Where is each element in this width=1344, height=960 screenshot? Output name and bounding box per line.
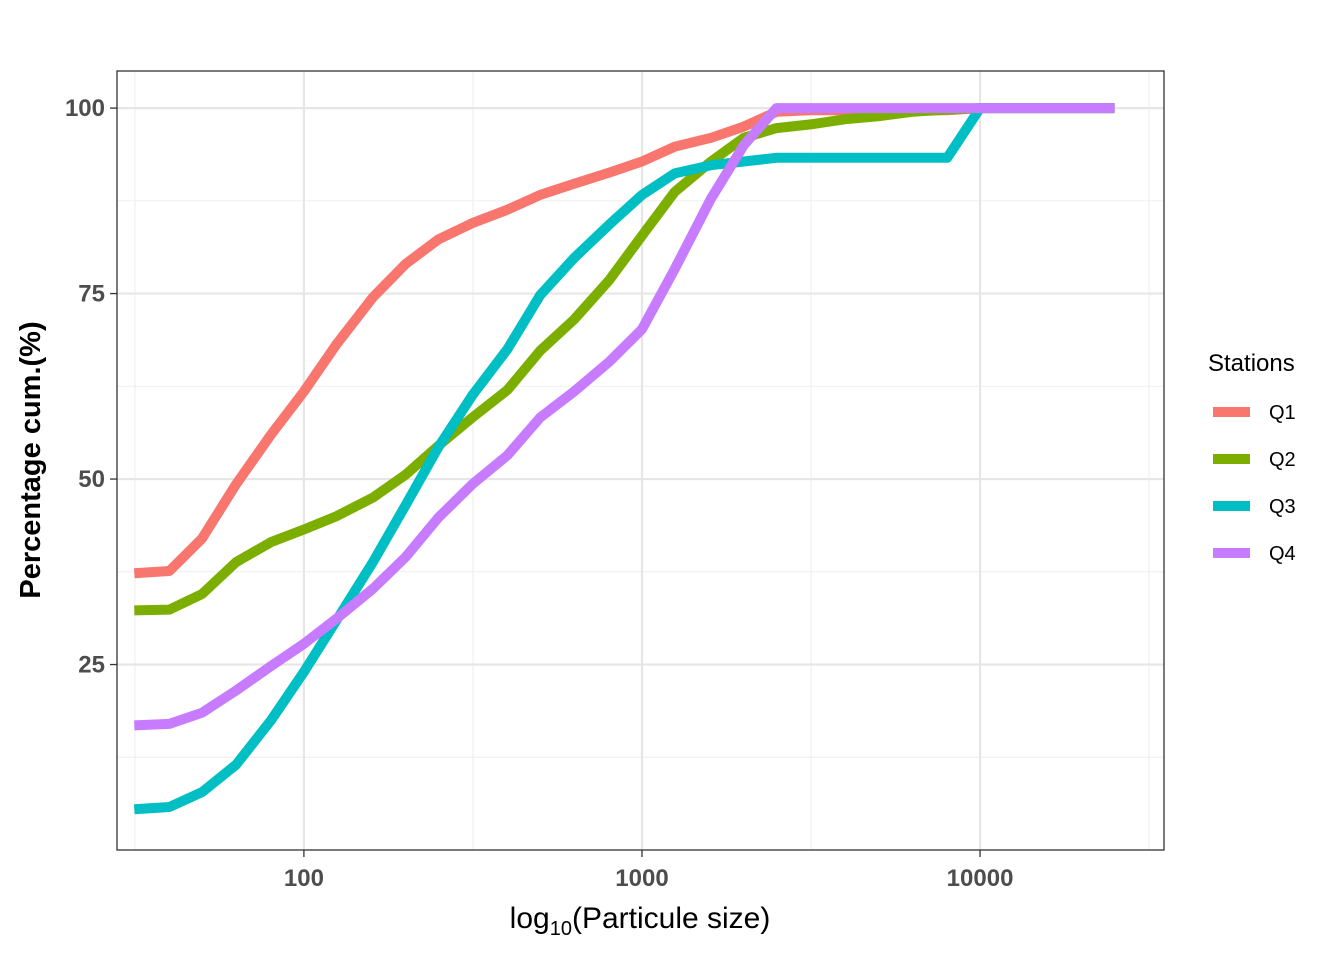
series-line-q3 xyxy=(133,103,1115,815)
y-tick-label: 75 xyxy=(78,281,105,308)
legend-title: Stations xyxy=(1208,350,1295,377)
series-lines xyxy=(133,103,1115,815)
legend-label-q3: Q3 xyxy=(1269,496,1296,518)
x-tick-label: 10000 xyxy=(947,865,1014,892)
x-axis-title: log10(Particule size) xyxy=(510,902,771,940)
legend-label-q4: Q4 xyxy=(1269,543,1296,565)
legend-label-q2: Q2 xyxy=(1269,449,1296,471)
y-tick-label: 25 xyxy=(78,652,105,679)
x-axis-title-suffix: (Particule size) xyxy=(572,902,770,935)
grid xyxy=(117,71,1164,850)
x-axis: 100 1000 10000 xyxy=(284,850,1014,892)
x-tick-label: 100 xyxy=(284,865,324,892)
y-tick-label: 100 xyxy=(65,95,105,122)
y-axis-title: Percentage cum.(%) xyxy=(15,321,47,598)
plot-panel xyxy=(117,71,1164,850)
series-line-q4 xyxy=(134,103,1115,731)
legend-label-q1: Q1 xyxy=(1269,402,1296,424)
x-tick-label: 1000 xyxy=(615,865,668,892)
legend: Stations Q1 Q2 Q3 Q4 xyxy=(1208,350,1296,565)
x-axis-title-subscript: 10 xyxy=(550,918,572,940)
y-axis: 25 50 75 100 xyxy=(65,95,117,679)
plot-border xyxy=(116,70,1165,851)
x-axis-title-prefix: log xyxy=(510,902,550,935)
y-tick-label: 50 xyxy=(78,466,105,493)
